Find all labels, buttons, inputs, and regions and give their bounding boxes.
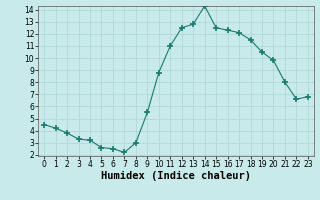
X-axis label: Humidex (Indice chaleur): Humidex (Indice chaleur) [101, 171, 251, 181]
